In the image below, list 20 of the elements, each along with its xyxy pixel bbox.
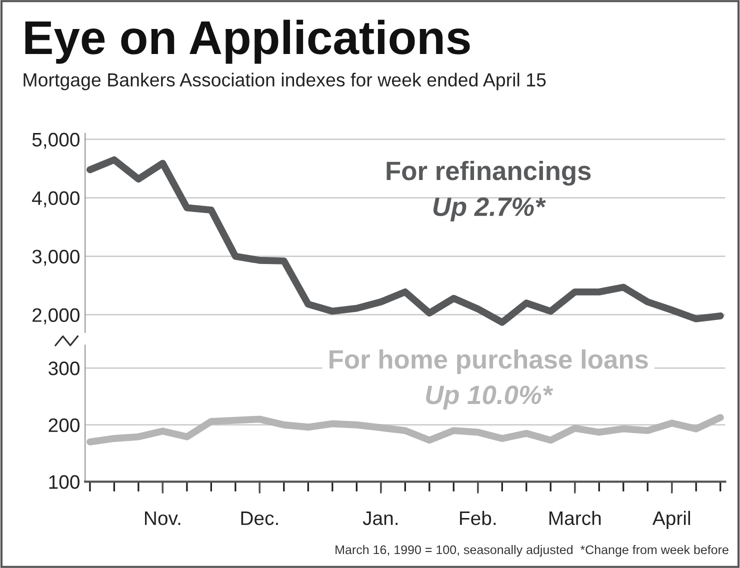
x-tick-label: March [549, 510, 601, 526]
y-tick-label: 2,000 [32, 308, 80, 324]
x-tick-label: April [652, 510, 690, 529]
series-label: For home purchase loans [330, 349, 648, 374]
y-tick-label: 300 [48, 362, 80, 376]
y-tick-label: 5,000 [32, 132, 80, 149]
y-tick-label: 4,000 [32, 191, 80, 208]
annotation: Up 10.0%* [426, 386, 554, 410]
chart-subtitle: Mortgage Bankers Association indexes for week ended April 15 [24, 72, 546, 90]
text: March 16, 1990 = 100, seasonally adjusted *Change from week before [336, 544, 728, 557]
x-tick-label: Nov. [145, 512, 180, 526]
x-tick-label: Jan. [362, 512, 398, 526]
text: For refinancings [386, 160, 591, 186]
annotation: Up 2.7%* [433, 197, 546, 222]
y-tick-label: 200 [48, 418, 80, 432]
x-tick-label: Dec. [241, 512, 278, 526]
x-tick-label: Feb. [460, 510, 496, 526]
y-tick-label: 100 [49, 475, 80, 489]
y-tick-label: 3,000 [32, 250, 80, 266]
chart-title: Eye on Applications [25, 20, 470, 64]
